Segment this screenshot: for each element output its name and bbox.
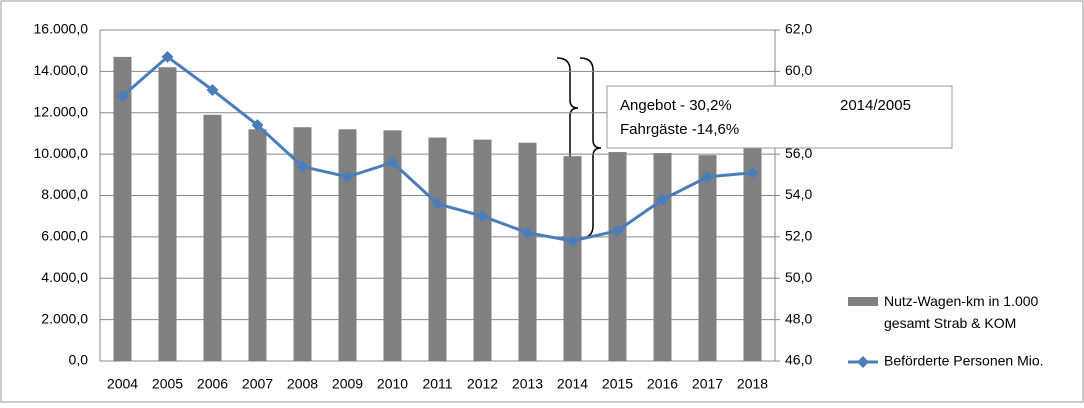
- marker: [431, 197, 444, 210]
- marker: [206, 83, 219, 96]
- bar: [743, 147, 762, 361]
- bar: [248, 129, 267, 361]
- y-tick-label: 2.000,0: [41, 310, 88, 326]
- y2-tick-label: 62,0: [785, 21, 812, 37]
- y2-tick-label: 48,0: [785, 310, 812, 326]
- marker: [296, 160, 309, 173]
- marker: [116, 90, 129, 103]
- y-tick-label: 4.000,0: [41, 269, 88, 285]
- bar: [563, 156, 582, 361]
- legend-label: Beförderte Personen Mio.: [884, 353, 1044, 369]
- annotation-box: [606, 85, 953, 149]
- x-tick-label: 2013: [512, 376, 543, 392]
- bar: [428, 137, 447, 361]
- x-tick-label: 2007: [242, 376, 273, 392]
- y-tick-label: 6.000,0: [41, 228, 88, 244]
- marker: [611, 224, 624, 237]
- marker: [161, 50, 174, 63]
- legend-marker: [857, 356, 869, 368]
- y-tick-label: 0,0: [69, 352, 89, 368]
- x-tick-label: 2015: [602, 376, 633, 392]
- bar: [158, 67, 177, 362]
- legend-label: Nutz-Wagen-km in 1.000 gesamt Strab & KOM: [884, 293, 1039, 331]
- annotation: 2014/2005: [840, 97, 911, 114]
- y-tick-label: 12.000,0: [34, 103, 89, 119]
- y-tick-label: 14.000,0: [34, 62, 89, 78]
- marker: [521, 226, 534, 239]
- x-tick-label: 2006: [197, 376, 228, 392]
- y-tick-label: 10.000,0: [34, 145, 89, 161]
- annotation: Angebot - 30,2%: [620, 97, 732, 114]
- x-tick-label: 2017: [692, 376, 723, 392]
- y2-tick-label: 54,0: [785, 186, 812, 202]
- bar: [338, 129, 357, 361]
- x-tick-label: 2016: [647, 376, 678, 392]
- marker: [476, 210, 489, 223]
- marker: [341, 170, 354, 183]
- x-tick-label: 2009: [332, 376, 363, 392]
- bar: [608, 152, 627, 361]
- bracket-right: [579, 57, 602, 239]
- x-tick-label: 2012: [467, 376, 498, 392]
- x-tick-label: 2014: [557, 376, 588, 392]
- marker: [746, 166, 759, 179]
- bar: [698, 155, 717, 361]
- y-tick-label: 8.000,0: [41, 186, 88, 202]
- annotation: Fahrgäste -14,6%: [620, 121, 739, 138]
- bar: [203, 114, 222, 361]
- y2-tick-label: 52,0: [785, 228, 812, 244]
- x-tick-label: 2018: [737, 376, 768, 392]
- bar: [653, 153, 672, 361]
- bar: [113, 56, 132, 362]
- y2-tick-label: 50,0: [785, 269, 812, 285]
- bar: [473, 139, 492, 361]
- legend-swatch: [848, 297, 878, 306]
- y2-tick-label: 60,0: [785, 62, 812, 78]
- x-tick-label: 2008: [287, 376, 318, 392]
- marker: [566, 235, 579, 248]
- y2-tick-label: 56,0: [785, 145, 812, 161]
- x-tick-label: 2004: [107, 376, 138, 392]
- bar: [518, 142, 537, 361]
- bar: [293, 127, 312, 361]
- marker: [701, 170, 714, 183]
- x-tick-label: 2011: [422, 376, 452, 392]
- marker: [251, 119, 264, 132]
- marker: [386, 156, 399, 169]
- x-tick-label: 2005: [152, 376, 183, 392]
- y2-tick-label: 46,0: [785, 352, 812, 368]
- marker: [656, 193, 669, 206]
- x-tick-label: 2010: [377, 376, 408, 392]
- bar: [383, 130, 402, 361]
- y-tick-label: 16.000,0: [34, 21, 89, 37]
